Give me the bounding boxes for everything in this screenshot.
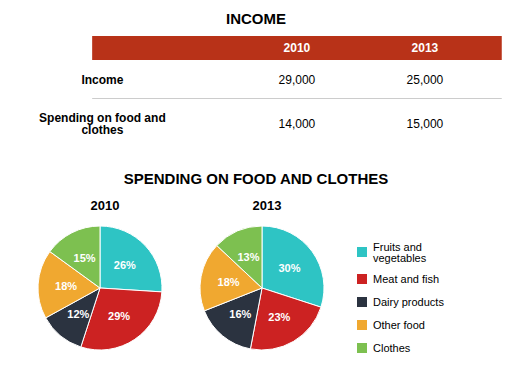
svg-text:23%: 23% (268, 311, 290, 323)
svg-text:13%: 13% (237, 251, 259, 263)
svg-text:Fruits and: Fruits and (373, 240, 422, 253)
svg-text:Dairy products: Dairy products (373, 296, 444, 308)
svg-text:INCOME: INCOME (226, 10, 286, 27)
svg-text:clothes: clothes (81, 123, 123, 137)
svg-text:12%: 12% (67, 308, 89, 320)
svg-text:15,000: 15,000 (407, 117, 444, 131)
svg-text:Clothes: Clothes (373, 342, 411, 354)
svg-text:Meat and fish: Meat and fish (373, 273, 439, 285)
svg-text:SPENDING ON FOOD AND CLOTHES: SPENDING ON FOOD AND CLOTHES (124, 170, 388, 187)
svg-text:18%: 18% (55, 280, 77, 292)
svg-text:15%: 15% (74, 252, 96, 264)
svg-text:2010: 2010 (91, 198, 120, 213)
svg-text:26%: 26% (114, 259, 136, 271)
svg-text:14,000: 14,000 (279, 117, 316, 131)
svg-text:Other food: Other food (373, 319, 425, 331)
svg-text:vegetables: vegetables (373, 252, 427, 264)
svg-text:Income: Income (81, 73, 123, 87)
svg-text:2010: 2010 (284, 41, 311, 55)
svg-text:2013: 2013 (253, 198, 282, 213)
svg-text:25,000: 25,000 (407, 73, 444, 87)
svg-text:Spending on food and: Spending on food and (39, 111, 166, 125)
svg-text:30%: 30% (278, 262, 300, 274)
svg-text:16%: 16% (229, 308, 251, 320)
svg-text:18%: 18% (218, 276, 240, 288)
svg-text:29%: 29% (108, 310, 130, 322)
svg-text:2013: 2013 (412, 41, 439, 55)
svg-text:29,000: 29,000 (279, 73, 316, 87)
